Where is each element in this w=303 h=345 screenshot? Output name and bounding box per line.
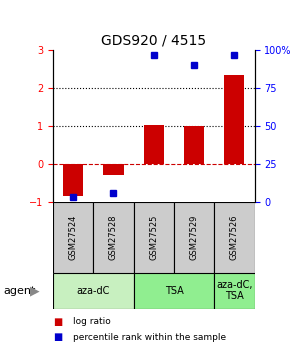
Bar (134, 202, 174, 273)
Text: TSA: TSA (165, 286, 183, 296)
Bar (224, 75, 245, 164)
Bar (214, 202, 255, 273)
Bar (134, 273, 214, 309)
Text: aza-dC,
TSA: aza-dC, TSA (216, 280, 253, 302)
Text: ■: ■ (53, 317, 62, 326)
Text: GSM27529: GSM27529 (190, 215, 198, 260)
Bar (144, 125, 164, 164)
Text: GSM27524: GSM27524 (69, 215, 78, 260)
Text: ■: ■ (53, 333, 62, 342)
Text: log ratio: log ratio (73, 317, 111, 326)
Text: agent: agent (3, 286, 35, 296)
Text: GSM27526: GSM27526 (230, 215, 239, 260)
Bar (174, 202, 214, 273)
Bar (63, 164, 83, 196)
Text: ▶: ▶ (30, 284, 40, 297)
Title: GDS920 / 4515: GDS920 / 4515 (101, 33, 206, 48)
Bar (53, 202, 93, 273)
Text: percentile rank within the sample: percentile rank within the sample (73, 333, 226, 342)
Bar (53, 273, 134, 309)
Text: aza-dC: aza-dC (77, 286, 110, 296)
Bar (93, 202, 134, 273)
Bar (184, 126, 204, 164)
Text: GSM27525: GSM27525 (149, 215, 158, 260)
Text: GSM27528: GSM27528 (109, 215, 118, 260)
Bar (103, 164, 124, 175)
Bar (214, 273, 255, 309)
